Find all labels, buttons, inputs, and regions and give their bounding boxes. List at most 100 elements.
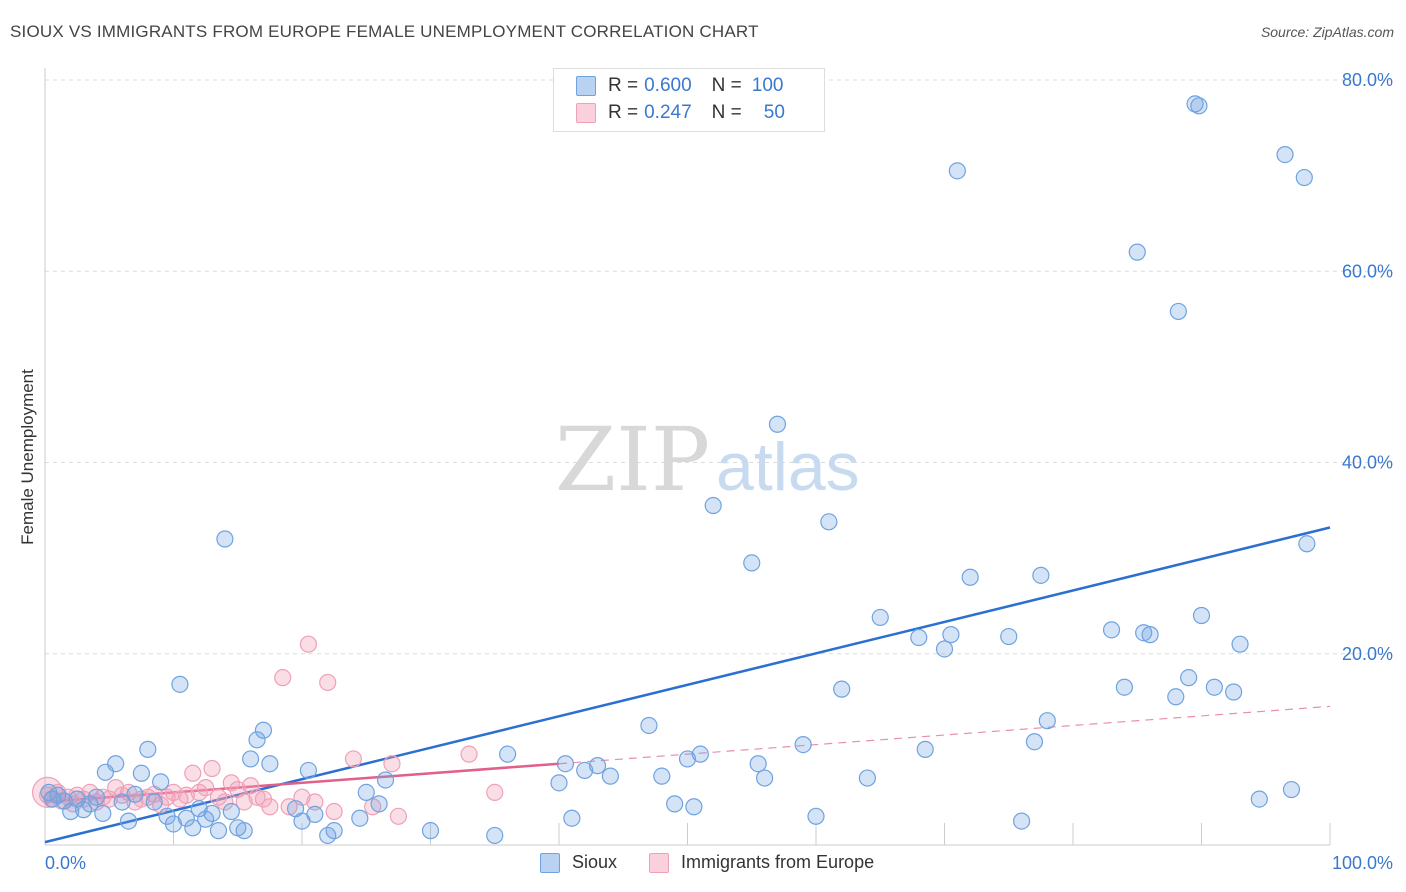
data-point-sioux <box>87 788 106 806</box>
data-point-sioux <box>1225 683 1243 701</box>
data-point-sioux <box>794 735 812 754</box>
data-point-sioux <box>145 793 163 811</box>
data-point-sioux <box>209 822 228 840</box>
data-point-sioux <box>351 809 369 827</box>
data-point-sioux <box>1295 168 1313 187</box>
y-tick-label: 80.0% <box>1342 70 1393 90</box>
data-point-sioux <box>1282 780 1301 799</box>
data-point-sioux <box>1128 243 1146 261</box>
legend-r-value: 0.600 <box>644 75 692 96</box>
data-point-sioux <box>576 761 594 780</box>
data-point-sioux <box>563 809 581 827</box>
data-point-sioux <box>132 764 150 782</box>
legend-n-label: N = <box>711 102 742 123</box>
data-point-europe <box>280 798 298 816</box>
data-point-sioux <box>749 755 767 773</box>
legend-r-label: R = <box>608 102 639 123</box>
data-point-sioux <box>556 755 575 773</box>
legend-n-value: 100 <box>751 75 784 96</box>
bottom-legend: Sioux Immigrants from Europe <box>540 852 906 873</box>
data-point-sioux <box>261 755 279 773</box>
data-point-sioux <box>666 795 684 813</box>
data-point-sioux <box>1250 790 1268 808</box>
data-point-sioux <box>948 162 966 180</box>
y-tick-label: 20.0% <box>1342 644 1393 664</box>
data-point-sioux <box>152 773 170 791</box>
data-point-sioux <box>1167 688 1185 706</box>
trend-line-europe-extension <box>558 705 1331 765</box>
data-point-sioux <box>325 822 343 840</box>
data-point-sioux <box>807 807 825 825</box>
data-point-sioux <box>421 822 440 840</box>
data-point-sioux <box>216 530 234 548</box>
data-point-sioux <box>184 819 202 837</box>
data-point-sioux <box>1205 678 1223 696</box>
data-point-sioux <box>601 767 620 785</box>
y-axis-label: Female Unemployment <box>18 369 37 545</box>
data-point-sioux <box>916 740 934 758</box>
data-point-sioux <box>499 745 517 763</box>
legend-row-sioux: R = 0.600 N = 100 <box>576 74 783 98</box>
legend-n-value: 50 <box>763 102 785 123</box>
data-point-sioux <box>222 802 240 821</box>
data-point-europe <box>216 793 234 811</box>
data-point-sioux <box>55 792 73 810</box>
axes <box>44 68 1331 846</box>
data-point-europe <box>197 779 215 797</box>
data-point-sioux <box>942 626 960 644</box>
data-point-sioux <box>357 783 375 802</box>
data-point-sioux <box>820 513 838 531</box>
data-point-europe <box>460 745 478 763</box>
data-point-sioux <box>768 415 787 433</box>
data-point-sioux <box>1141 626 1159 644</box>
data-point-sioux <box>1192 606 1211 625</box>
data-point-europe <box>184 764 202 782</box>
data-point-sioux <box>139 740 157 758</box>
data-point-sioux <box>248 731 266 749</box>
data-point-sioux <box>1025 733 1044 751</box>
data-point-sioux <box>235 822 253 840</box>
data-point-europe <box>164 783 183 802</box>
data-point-sioux <box>550 774 568 792</box>
data-point-sioux <box>1276 145 1294 164</box>
data-point-sioux <box>1038 712 1056 730</box>
legend: R = 0.600 N = 100 R = 0.247 N = 50 <box>553 68 825 132</box>
data-point-sioux <box>653 767 671 785</box>
data-point-europe <box>299 635 318 653</box>
data-point-sioux <box>961 568 979 586</box>
bottom-legend-swatch-europe <box>649 852 670 873</box>
data-point-sioux <box>254 721 273 739</box>
data-point-sioux <box>370 795 388 813</box>
legend-swatch-europe <box>576 103 596 123</box>
bottom-legend-europe: Immigrants from Europe <box>649 852 874 873</box>
data-point-sioux <box>1012 812 1031 830</box>
data-point-sioux <box>177 809 195 827</box>
data-point-sioux <box>68 790 86 808</box>
chart-title: SIOUX VS IMMIGRANTS FROM EUROPE FEMALE U… <box>10 22 759 41</box>
data-point-sioux <box>678 750 697 768</box>
data-point-sioux <box>1115 678 1134 696</box>
data-point-europe <box>203 759 221 778</box>
legend-r-value: 0.247 <box>644 102 692 123</box>
data-point-sioux <box>486 826 504 845</box>
bottom-legend-label: Sioux <box>572 852 618 872</box>
data-point-europe <box>222 774 240 792</box>
data-point-sioux <box>299 761 318 780</box>
grid-lines <box>45 79 1392 655</box>
legend-n-label: N = <box>711 75 742 96</box>
y-tick-label: 40.0% <box>1342 453 1393 473</box>
data-point-sioux <box>1231 635 1249 653</box>
data-point-sioux <box>935 640 954 658</box>
data-point-sioux <box>171 675 189 693</box>
data-point-sioux <box>119 812 138 830</box>
data-point-sioux <box>833 680 851 698</box>
data-point-europe <box>486 783 504 802</box>
data-point-sioux <box>376 771 395 789</box>
data-point-sioux <box>190 800 208 818</box>
data-point-sioux <box>640 716 658 735</box>
data-point-sioux <box>704 496 722 515</box>
series-europe-points <box>31 635 504 825</box>
data-point-europe <box>274 669 292 687</box>
y-tick-label: 60.0% <box>1342 261 1393 281</box>
data-point-europe <box>389 807 407 825</box>
